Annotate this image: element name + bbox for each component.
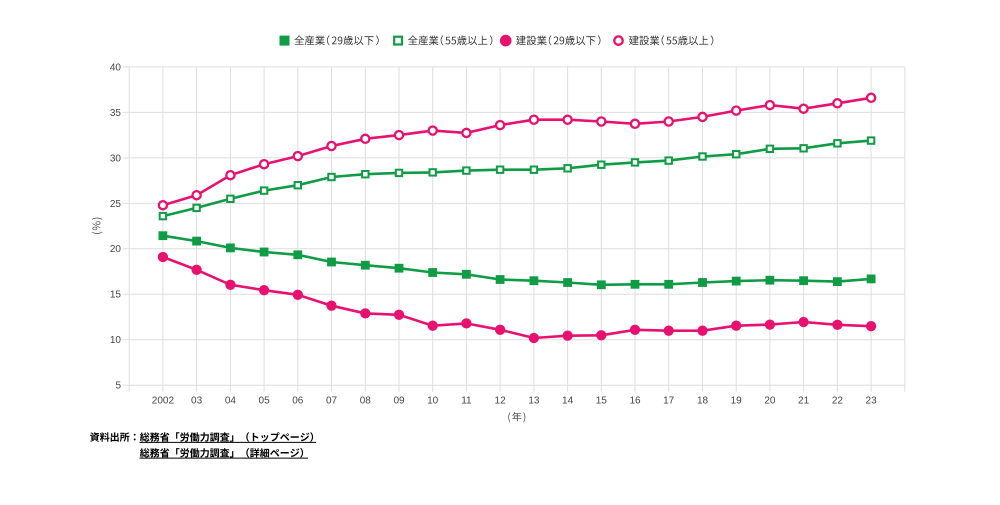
svg-text:10: 10 <box>427 396 439 407</box>
svg-text:40: 40 <box>110 62 122 73</box>
svg-text:18: 18 <box>697 396 709 407</box>
svg-text:20: 20 <box>764 396 776 407</box>
svg-text:17: 17 <box>663 396 675 407</box>
svg-text:11: 11 <box>461 396 472 407</box>
svg-text:23: 23 <box>866 396 878 407</box>
svg-text:07: 07 <box>326 396 338 407</box>
svg-text:2002: 2002 <box>152 396 175 407</box>
svg-text:25: 25 <box>110 199 122 210</box>
svg-text:19: 19 <box>731 396 743 407</box>
svg-text:30: 30 <box>110 153 122 164</box>
svg-text:35: 35 <box>110 108 122 119</box>
svg-text:04: 04 <box>225 396 237 407</box>
svg-text:14: 14 <box>562 396 574 407</box>
svg-text:16: 16 <box>629 396 641 407</box>
svg-text:20: 20 <box>110 244 122 255</box>
svg-text:03: 03 <box>191 396 203 407</box>
svg-text:13: 13 <box>528 396 540 407</box>
svg-text:05: 05 <box>259 396 271 407</box>
svg-text:15: 15 <box>110 290 122 301</box>
svg-text:10: 10 <box>110 335 122 346</box>
svg-text:08: 08 <box>360 396 372 407</box>
svg-text:09: 09 <box>393 396 405 407</box>
svg-text:21: 21 <box>798 396 810 407</box>
svg-text:12: 12 <box>495 396 507 407</box>
svg-text:15: 15 <box>596 396 608 407</box>
svg-text:06: 06 <box>292 396 304 407</box>
svg-text:5: 5 <box>115 381 121 392</box>
svg-text:22: 22 <box>832 396 844 407</box>
